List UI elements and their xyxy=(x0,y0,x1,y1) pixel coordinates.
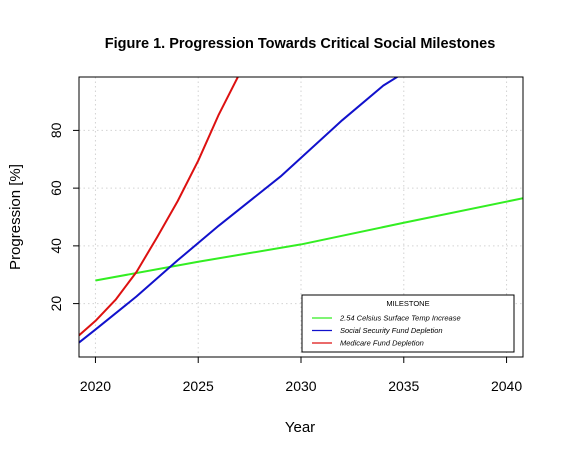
y-axis-label: Progression [%] xyxy=(7,164,24,270)
series-line-1 xyxy=(95,197,523,282)
x-tick-label: 2030 xyxy=(285,378,316,394)
legend-box xyxy=(301,294,515,353)
legend-title: MILESTONE xyxy=(386,299,429,308)
series-lines xyxy=(79,77,523,344)
y-tick-label: 80 xyxy=(48,122,64,138)
y-tick-label: 60 xyxy=(48,180,64,196)
y-tick-label: 40 xyxy=(48,238,64,254)
x-tick-label: 2035 xyxy=(388,378,419,394)
x-tick-label: 2040 xyxy=(491,378,522,394)
x-axis-label: Year xyxy=(285,419,315,436)
y-tick-label: 20 xyxy=(48,296,64,312)
series-line-2 xyxy=(79,77,399,344)
x-tick-label: 2025 xyxy=(183,378,214,394)
series-line-3 xyxy=(79,77,239,337)
legend-items: 2.54 Celsius Surface Temp Increase Social… xyxy=(312,314,461,348)
x-tick-label: 2020 xyxy=(80,378,111,394)
legend-label: 2.54 Celsius Surface Temp Increase xyxy=(339,314,461,323)
legend: MILESTONE 2.54 Celsius Surface Temp Incr… xyxy=(301,294,515,353)
chart-title: Figure 1. Progression Towards Critical S… xyxy=(105,36,496,52)
legend-label: Social Security Fund Depletion xyxy=(340,326,443,335)
legend-label: Medicare Fund Depletion xyxy=(340,339,424,348)
